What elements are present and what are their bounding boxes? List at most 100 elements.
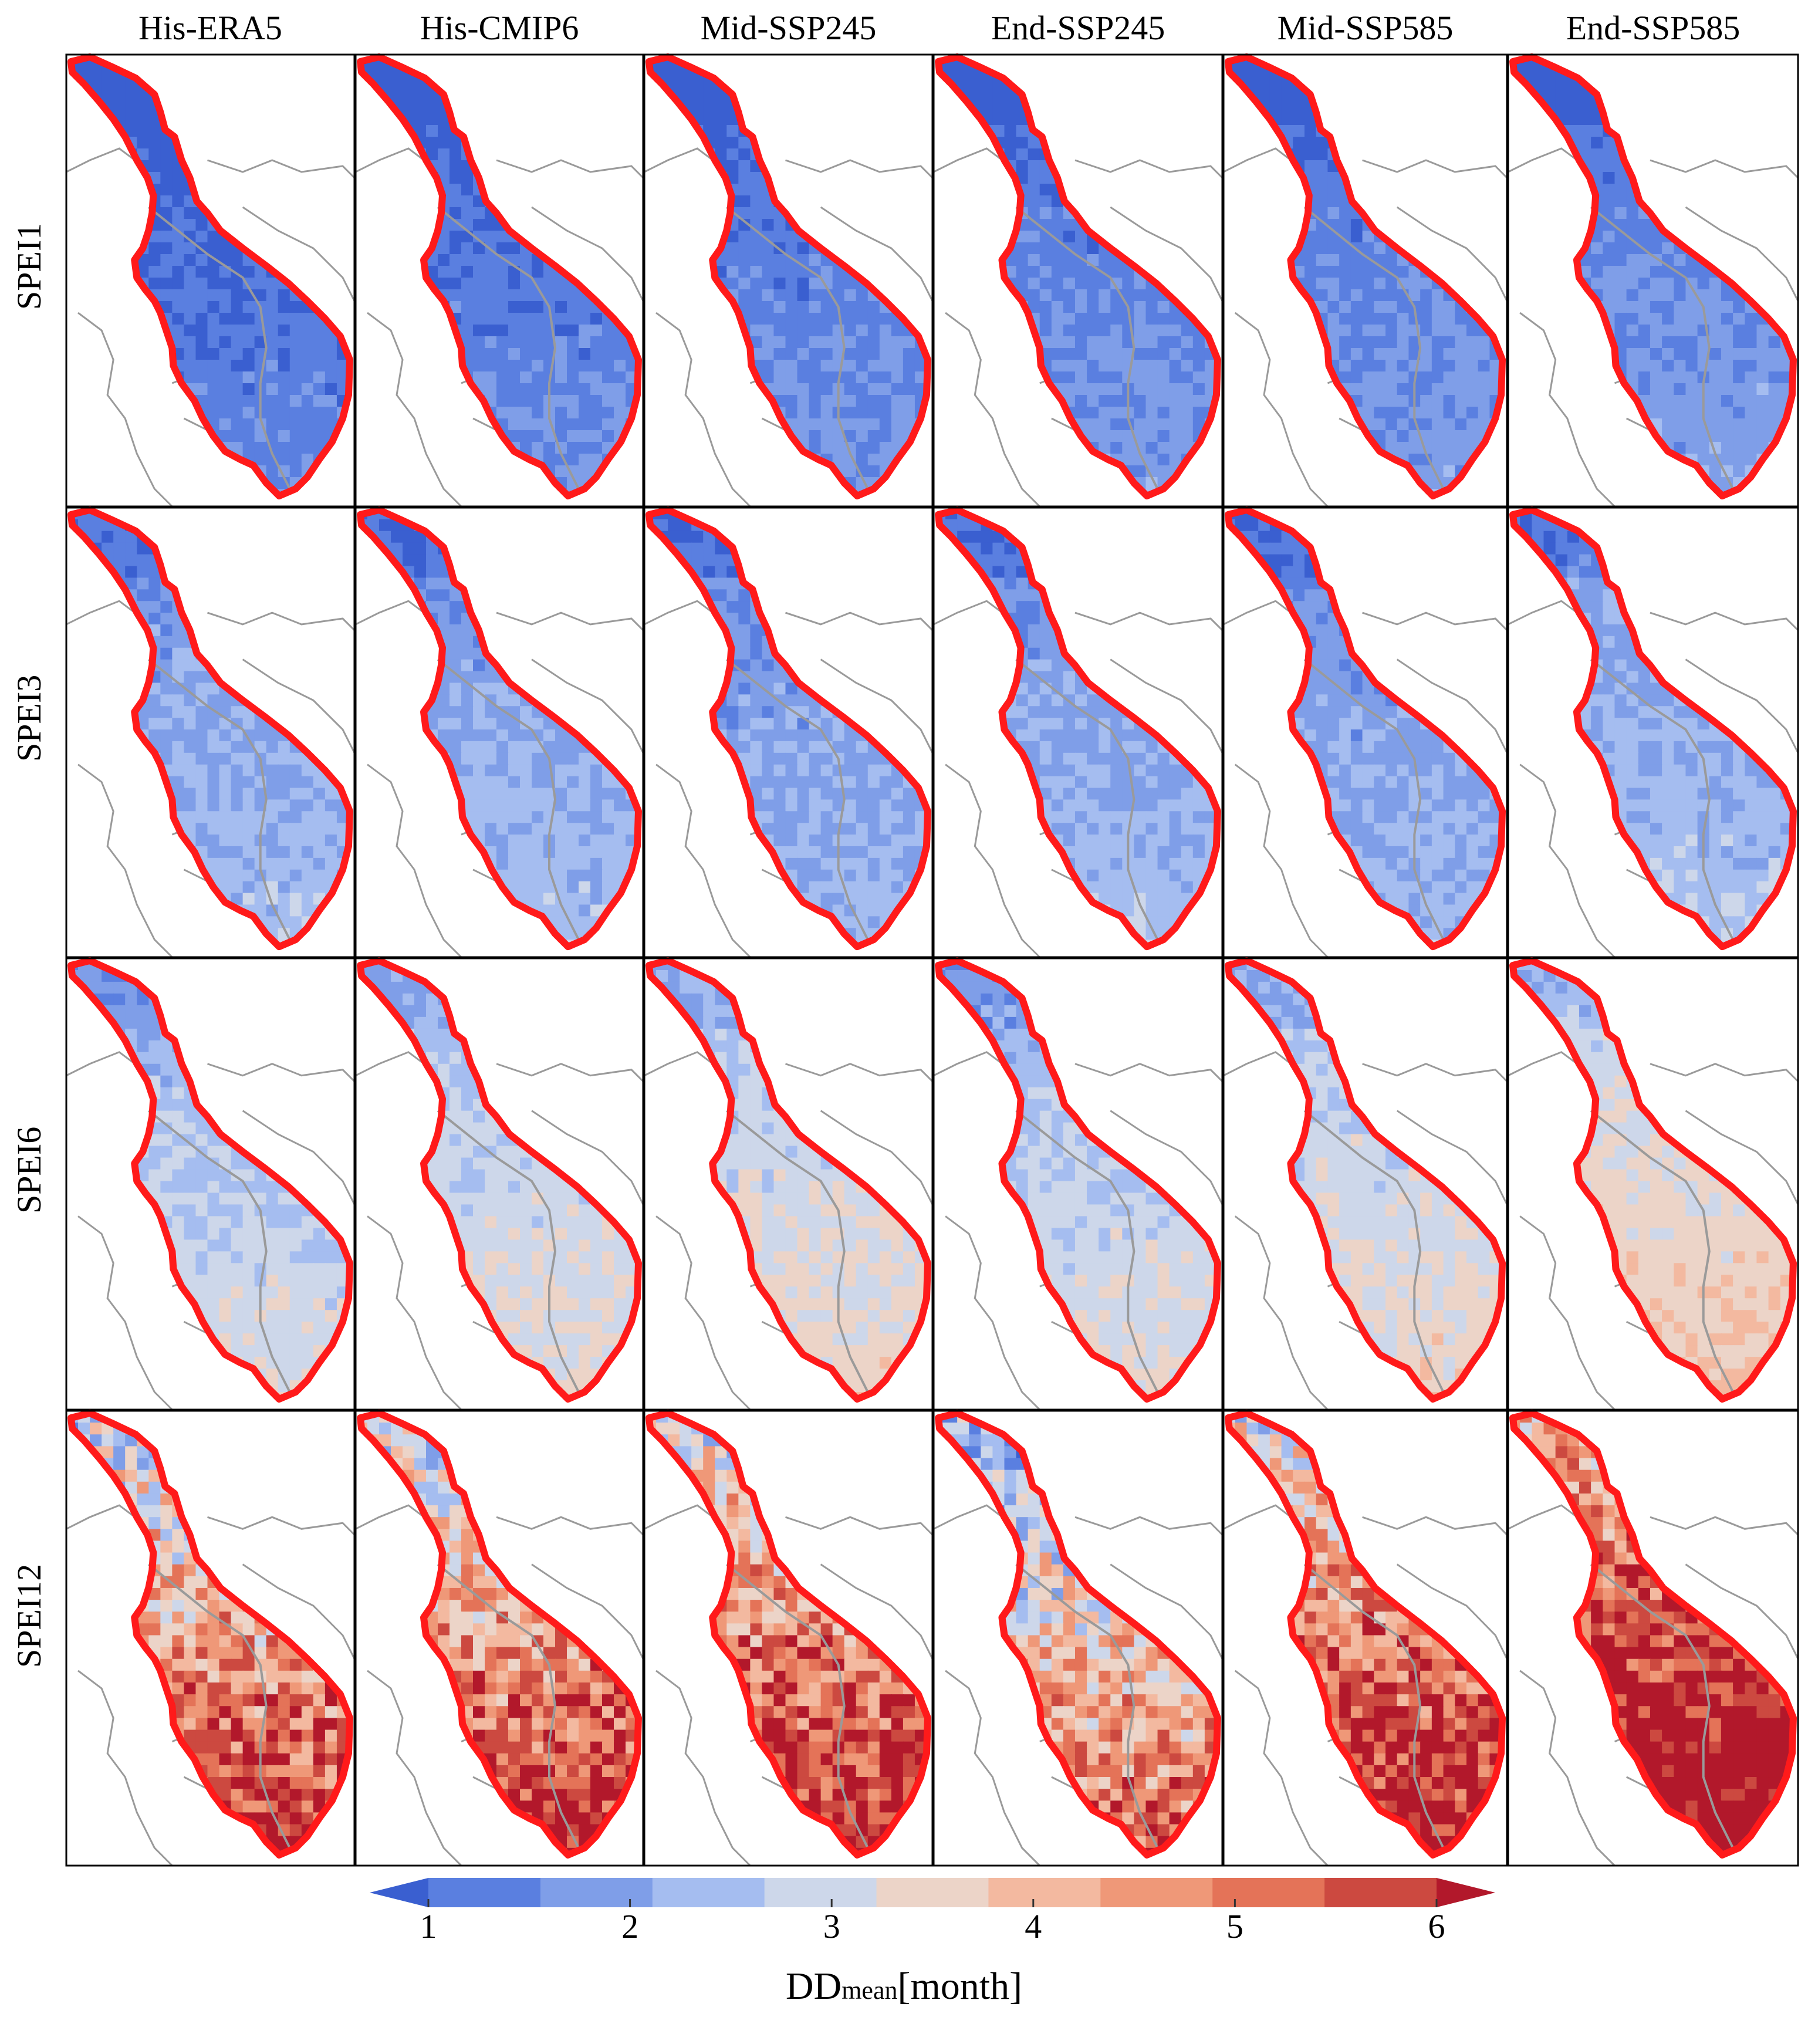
river-line: [726, 658, 869, 941]
column-title-5: Mid-SSP585: [1222, 5, 1509, 52]
map-panel-4-5: [1222, 1409, 1508, 1867]
map-panel-2-6: [1507, 506, 1799, 958]
column-title-4: End-SSP245: [934, 5, 1222, 52]
river-line: [437, 206, 580, 489]
river-line: [1590, 658, 1734, 941]
panel-frame: [354, 1410, 644, 1867]
river-line: [1590, 1110, 1734, 1393]
panel-frame: [643, 506, 934, 958]
panel-frame: [1222, 957, 1508, 1411]
panel-frame: [1507, 957, 1799, 1411]
basin-outline: [67, 53, 353, 499]
column-title-1: His-ERA5: [67, 5, 354, 52]
river-line: [1015, 1110, 1159, 1393]
river-line: [1303, 1110, 1445, 1393]
panel-frame: [1222, 1410, 1508, 1867]
colorbar-tick-label: 1: [399, 1906, 458, 1947]
river-line: [1303, 206, 1445, 489]
panel-frame: [932, 957, 1224, 1411]
river-line: [437, 658, 580, 941]
basin-outline: [935, 506, 1221, 951]
river-line: [148, 1563, 291, 1849]
river-line: [437, 1110, 580, 1393]
map-panel-3-3: [643, 957, 934, 1411]
river-line: [1015, 206, 1159, 489]
map-panel-2-3: [643, 506, 934, 958]
river-line: [148, 658, 291, 941]
river-line: [1303, 1563, 1445, 1849]
basin-outline: [357, 957, 642, 1403]
map-panel-4-3: [643, 1409, 934, 1867]
column-title-6: End-SSP585: [1509, 5, 1797, 52]
colorbar-tick-label: 4: [1004, 1906, 1063, 1947]
panel-frame: [1507, 53, 1799, 508]
river-line: [437, 1563, 580, 1849]
basin-outline: [67, 957, 353, 1403]
basin-outline: [357, 53, 642, 499]
basin-outline: [67, 506, 353, 951]
map-panel-4-1: [65, 1409, 356, 1867]
panel-frame: [1507, 506, 1799, 958]
colorbar-segment-1: [428, 1878, 541, 1907]
map-panel-2-2: [354, 506, 644, 958]
colorbar-tick-label: 2: [601, 1906, 660, 1947]
panel-frame: [932, 1410, 1224, 1867]
panel-frame: [65, 957, 356, 1411]
map-panel-1-3: [643, 53, 934, 508]
map-panel-1-4: [932, 53, 1224, 508]
basin-outline: [1509, 1409, 1797, 1859]
column-title-3: Mid-SSP245: [645, 5, 932, 52]
colorbar-segment-3: [652, 1878, 765, 1907]
panel-frame: [65, 506, 356, 958]
colorbar-segment-5: [876, 1878, 989, 1907]
river-line: [148, 206, 291, 489]
colorbar-tick-label: 3: [802, 1906, 861, 1947]
panel-frame: [932, 53, 1224, 508]
basin-outline: [1509, 53, 1797, 499]
colorbar-segment-8: [1212, 1878, 1326, 1907]
basin-outline: [1224, 53, 1506, 499]
colorbar: [370, 1878, 1495, 1907]
colorbar-segment-2: [540, 1878, 653, 1907]
map-panel-4-2: [354, 1409, 644, 1867]
basin-outline: [935, 53, 1221, 499]
basin-outline: [1509, 957, 1797, 1403]
panel-frame: [643, 53, 934, 508]
map-panel-3-4: [932, 957, 1224, 1411]
colorbar-segment-4: [764, 1878, 877, 1907]
panel-frame: [643, 1410, 934, 1867]
map-panel-3-1: [65, 957, 356, 1411]
basin-outline: [935, 1409, 1221, 1859]
colorbar-segment-9: [1324, 1878, 1437, 1907]
river-line: [1590, 206, 1734, 489]
map-panel-2-5: [1222, 506, 1508, 958]
colorbar-segment-7: [1100, 1878, 1214, 1907]
basin-outline: [646, 957, 931, 1403]
basin-outline: [67, 1409, 353, 1859]
basin-outline: [646, 1409, 931, 1859]
column-title-2: His-CMIP6: [356, 5, 643, 52]
map-panel-3-5: [1222, 957, 1508, 1411]
panel-frame: [354, 957, 644, 1411]
panel-frame: [643, 957, 934, 1411]
colorbar-tick-label: 5: [1205, 1906, 1264, 1947]
map-panel-3-2: [354, 957, 644, 1411]
map-panel-4-6: [1507, 1409, 1799, 1867]
panel-frame: [354, 53, 644, 508]
basin-outline: [1224, 957, 1506, 1403]
basin-outline: [646, 506, 931, 951]
panel-frame: [932, 506, 1224, 958]
map-panel-4-4: [932, 1409, 1224, 1867]
map-panel-2-4: [932, 506, 1224, 958]
river-line: [1303, 658, 1445, 941]
river-line: [1015, 1563, 1159, 1849]
map-panel-1-1: [65, 53, 356, 508]
basin-outline: [646, 53, 931, 499]
panel-frame: [1222, 506, 1508, 958]
basin-outline: [935, 957, 1221, 1403]
map-panel-1-6: [1507, 53, 1799, 508]
river-line: [1590, 1563, 1734, 1849]
colorbar-title: DDmean[month]: [0, 1960, 1808, 2017]
river-line: [1015, 658, 1159, 941]
basin-outline: [357, 506, 642, 951]
